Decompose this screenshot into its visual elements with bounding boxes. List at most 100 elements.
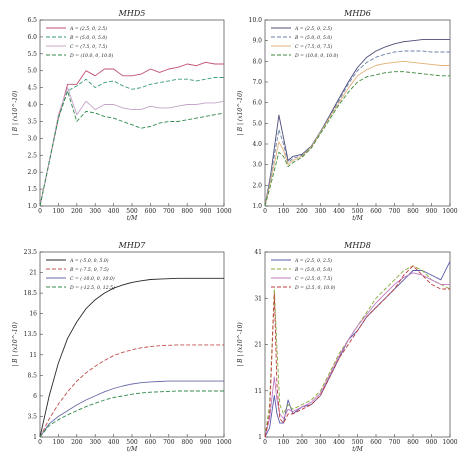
x-tick-label: 600 [145,439,157,446]
series-line-c [39,87,225,207]
y-tick-label: 16 [29,311,37,318]
legend-label-b: B = (5.0, 0, 5.0) [69,34,107,41]
y-tick-label: 18.5 [24,290,38,297]
legend-label-d: D = (10.0, 0, 10.0) [294,52,338,59]
x-tick-label: 200 [296,439,308,446]
x-tick-label: 800 [407,439,419,446]
x-tick-label: 1000 [442,208,457,215]
x-tick-label: 0 [38,439,42,446]
x-tick-label: 500 [126,208,138,215]
y-tick-label: 7.0 [252,79,262,86]
x-tick-label: 400 [108,208,120,215]
x-tick-label: 700 [389,208,401,215]
y-tick-label: 6.0 [252,100,262,107]
mhd8-xlabel: t/M [352,446,363,453]
series-line-a [264,261,451,438]
x-tick-label: 700 [163,208,175,215]
x-tick-label: 200 [71,439,83,446]
mhd5-title: MHD5 [118,9,146,18]
x-tick-label: 100 [278,208,290,215]
mhd7-xlabel: t/M [127,446,138,453]
y-tick-label: 2.0 [252,182,262,189]
series-line-a [264,39,450,207]
mhd5-ylabel: | B | (x10^-10) [12,90,19,135]
mhd6-title: MHD6 [343,9,371,18]
mhd5-xlabel: t/M [127,215,138,222]
legend-label-d: D = (10.0, 0, 10.0) [69,52,113,59]
series-line-c [264,60,450,207]
x-tick-label: 300 [89,208,101,215]
x-tick-label: 900 [200,208,212,215]
y-tick-label: 5.0 [252,120,262,127]
legend-label-a: A = (2.5, 0, 2.5) [69,25,107,32]
x-tick-label: 600 [145,208,157,215]
x-tick-label: 500 [126,439,138,446]
y-tick-label: 6.0 [27,34,37,41]
x-tick-label: 1000 [442,439,457,446]
y-tick-label: 4.5 [27,85,37,92]
mhd8-panel: 0 100 200 300 400 500 600 700 800 900 100011121314… [237,241,458,453]
x-tick-label: 800 [181,208,193,215]
y-tick-label: 2.5 [27,152,37,159]
x-tick-label: 0 [263,439,267,446]
y-tick-label: 21 [29,270,37,277]
y-tick-label: 21 [254,342,262,349]
legend-label-c: C = (7.5, 0, 7.5) [70,43,107,50]
x-tick-label: 400 [333,439,345,446]
mhd7-ylabel: | B | (x10^-10) [12,322,19,367]
legend-label-a: A = (2.5, 0, 2.5) [294,25,332,32]
mhd7-frame [39,251,225,438]
y-tick-label: 3.0 [27,135,37,142]
y-tick-label: 6.5 [27,17,37,24]
series-line-b [264,50,450,207]
legend-label-a: A = (-5.0, 0, 5.0) [69,257,109,264]
y-tick-label: 1.0 [27,203,37,210]
mhd6-frame [264,19,451,207]
y-tick-label: 1 [258,434,262,441]
mhd5-frame [39,19,225,207]
y-tick-label: 13.5 [24,331,38,338]
y-tick-label: 5.5 [27,51,37,58]
series-line-c [39,380,224,438]
legend-label-c: C = (-10.0, 0, 10.0) [70,275,115,282]
x-tick-label: 200 [71,208,83,215]
series-line-a [39,61,224,207]
legend-label-a: A = (2.5, 0, 2.5) [294,257,332,264]
series-line-b [39,344,224,438]
x-tick-label: 300 [315,208,327,215]
legend-label-d: D = (2.5, 0, 10.0) [294,284,336,291]
x-tick-label: 0 [38,208,42,215]
x-tick-label: 100 [53,208,65,215]
mhd7-title: MHD7 [118,241,147,250]
y-tick-label: 4.0 [27,102,37,109]
y-tick-label: 11 [254,388,262,395]
x-tick-label: 100 [53,439,65,446]
x-tick-label: 100 [278,439,290,446]
mhd6-panel: 0 100 200 300 400 500 600 700 800 900 1000 1.0 2.0 3.… [237,9,458,222]
series-line-d [264,265,450,438]
y-tick-label: 5.0 [27,68,37,75]
y-tick-label: 23.5 [24,249,38,256]
x-tick-label: 0 [263,208,267,215]
mhd8-ylabel: | B | (x10^-10) [237,322,244,367]
x-tick-label: 500 [352,439,364,446]
x-tick-label: 900 [426,439,438,446]
x-tick-label: 900 [426,208,438,215]
legend-label-c: C = (7.5, 0, 7.5) [295,43,332,50]
y-tick-label: 9.0 [252,38,262,45]
x-tick-label: 1000 [216,439,231,446]
y-tick-label: 3.5 [27,413,37,420]
x-tick-label: 700 [389,439,401,446]
series-line-d [39,90,225,207]
x-tick-label: 300 [315,439,327,446]
x-tick-label: 800 [181,439,193,446]
series-line-d [39,390,224,438]
y-tick-label: 1 [33,434,37,441]
y-tick-label: 6 [33,393,37,400]
y-tick-label: 41 [254,249,262,256]
mhd5-panel: 0 100 200 300 400 500 600 700 800 900 1000 1.0 1.5 2.… [12,9,232,222]
mhd8-title: MHD8 [343,241,371,250]
y-tick-label: 1.0 [252,203,262,210]
y-tick-label: 2.0 [27,169,37,176]
series-line-a [39,277,224,438]
